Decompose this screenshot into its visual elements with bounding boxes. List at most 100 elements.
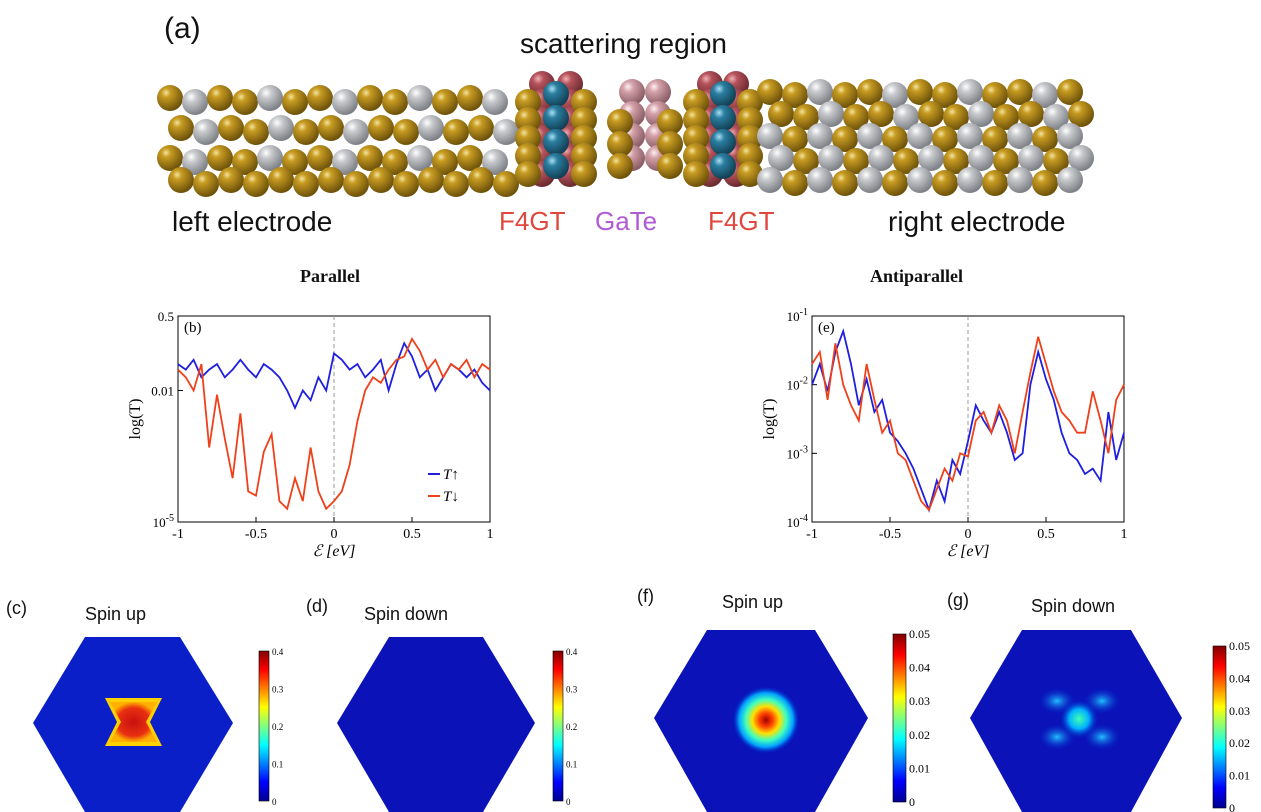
gold-atom <box>868 101 894 127</box>
gold-atom <box>515 143 541 169</box>
silver-atom <box>882 82 908 108</box>
y-tick-label: 10-1 <box>787 307 808 324</box>
gold-atom <box>1057 79 1083 105</box>
gold-atom <box>943 148 969 174</box>
x-tick-label: -1 <box>806 527 818 542</box>
silver-atom <box>957 167 983 193</box>
gold-atom <box>515 89 541 115</box>
chart-e: -1 -0.5 0 0.5 1 10-4 10-3 10-2 10-1 ℰ [eV] log(T) (… <box>761 307 1128 560</box>
gold-atom <box>357 145 383 171</box>
hotspot-g <box>1037 687 1122 751</box>
colorbar-tick-label: 0 <box>909 795 915 809</box>
gold-atom <box>843 104 869 130</box>
gold-atom <box>932 82 958 108</box>
y-tick-label: 10-5 <box>153 513 174 530</box>
silver-atom <box>807 167 833 193</box>
gold-atom <box>737 89 763 115</box>
gold-atom <box>607 131 633 157</box>
x-tick-label: -1 <box>172 527 184 542</box>
gold-atom <box>493 171 519 197</box>
gold-atom <box>737 161 763 187</box>
silver-atom <box>757 123 783 149</box>
atomic-structure <box>157 71 1094 197</box>
gold-atom <box>318 167 344 193</box>
gold-atom <box>232 89 258 115</box>
gold-atom <box>232 149 258 175</box>
silver-atom <box>1007 167 1033 193</box>
gold-atom <box>793 148 819 174</box>
spin-up-f-title: Spin up <box>722 592 784 612</box>
silver-atom <box>482 89 508 115</box>
colorbar-tick-label: 0.02 <box>909 728 930 742</box>
y-axis-label: log(T) <box>127 399 144 440</box>
gold-atom <box>193 171 219 197</box>
gold-atom <box>307 145 333 171</box>
parallel-title: Parallel <box>300 266 360 286</box>
gold-atom <box>832 126 858 152</box>
gold-atom <box>1068 101 1094 127</box>
gold-atom <box>737 107 763 133</box>
colorbar-tick-label: 0.03 <box>909 694 930 708</box>
blue-atom <box>710 129 736 155</box>
silver-atom <box>857 167 883 193</box>
f4gt-left-label: F4GT <box>499 206 566 236</box>
gold-atom <box>607 153 633 179</box>
silver-atom <box>907 167 933 193</box>
gold-atom <box>382 149 408 175</box>
right-electrode-label: right electrode <box>888 206 1066 237</box>
y-tick-label: 0.5 <box>158 309 174 324</box>
x-tick-label: 0.5 <box>403 527 421 542</box>
gold-atom <box>1032 126 1058 152</box>
gold-atom <box>207 145 233 171</box>
blue-atom <box>543 105 569 131</box>
silver-atom <box>1018 145 1044 171</box>
hexagon-d <box>337 637 535 812</box>
x-tick-label: 1 <box>487 527 494 542</box>
gold-atom <box>832 82 858 108</box>
silver-atom <box>807 79 833 105</box>
gold-atom <box>683 89 709 115</box>
chart-b: -1 -0.5 0 0.5 1 10-5 0.01 0.5 ℰ [eV] log(T) (b) T↑ T… <box>127 309 494 560</box>
gold-atom <box>515 161 541 187</box>
spin-up-c-title: Spin up <box>85 604 147 624</box>
silver-atom <box>807 123 833 149</box>
gold-atom <box>418 167 444 193</box>
gold-atom <box>932 126 958 152</box>
gold-atom <box>737 143 763 169</box>
colorbar-tick-label: 0.04 <box>1229 671 1250 685</box>
gold-atom <box>857 79 883 105</box>
gold-atom <box>993 148 1019 174</box>
blue-atom <box>710 105 736 131</box>
scattering-region-label: scattering region <box>520 28 728 59</box>
gold-atom <box>782 126 808 152</box>
silver-atom <box>968 101 994 127</box>
gold-atom <box>607 109 633 135</box>
colorbar-g <box>1212 645 1227 809</box>
gold-atom <box>657 109 683 135</box>
gold-atom <box>218 115 244 141</box>
gold-atom <box>468 167 494 193</box>
gold-atom <box>368 115 394 141</box>
gold-atom <box>768 101 794 127</box>
colorbar-tick-label: 0.2 <box>566 722 577 732</box>
silver-atom <box>757 167 783 193</box>
panel-d-label: (d) <box>306 596 328 616</box>
colorbar-c <box>258 650 270 802</box>
panel-label: (e) <box>818 320 835 336</box>
colorbar-tick-label: 0 <box>566 797 571 807</box>
silver-atom <box>418 115 444 141</box>
legend-entry: T↓ <box>443 489 459 505</box>
silver-atom <box>257 145 283 171</box>
colorbar-tick-label: 0 <box>272 797 277 807</box>
colorbar-tick-label: 0.4 <box>566 647 578 657</box>
panel-f-label: (f) <box>637 586 654 606</box>
blue-atom <box>543 129 569 155</box>
pink-atom <box>619 79 645 105</box>
colorbar-tick-label: 0.01 <box>1229 769 1250 783</box>
legend-entry: T↑ <box>443 467 459 483</box>
gold-atom <box>982 170 1008 196</box>
gold-atom <box>268 167 294 193</box>
series-line-t-down <box>177 337 491 511</box>
gold-atom <box>443 119 469 145</box>
silver-atom <box>268 115 294 141</box>
